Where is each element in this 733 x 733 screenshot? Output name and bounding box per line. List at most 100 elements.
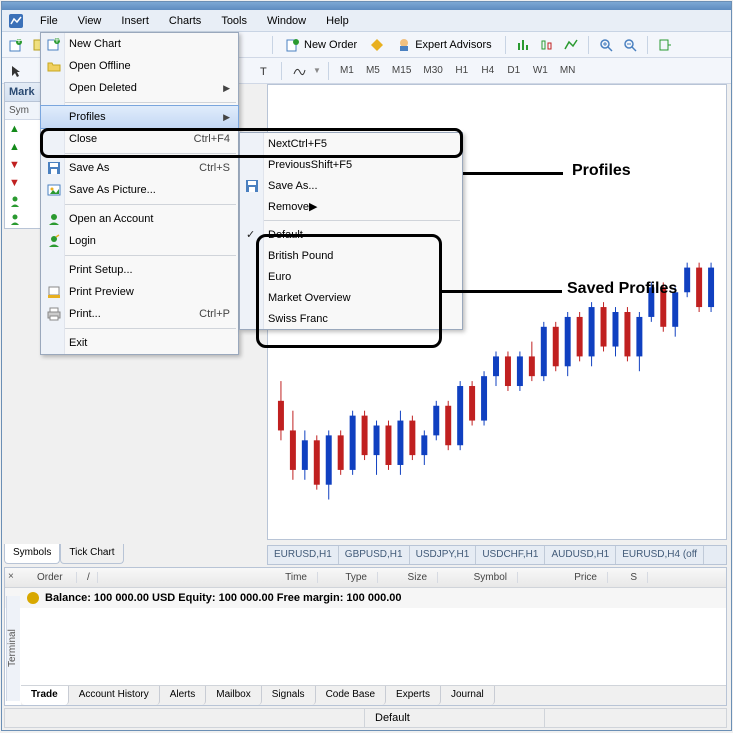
profiles-item-save-as-[interactable]: Save As... (240, 175, 462, 196)
tf-w1[interactable]: W1 (529, 63, 552, 78)
menu-item-label: New Chart (69, 38, 230, 50)
term-tab-signals[interactable]: Signals (262, 686, 316, 705)
term-tab-history[interactable]: Account History (69, 686, 160, 705)
chart-tab-2[interactable]: USDJPY,H1 (410, 546, 477, 564)
balance-icon (27, 592, 39, 604)
person-icon (9, 195, 21, 207)
menu-item-label: Open an Account (69, 213, 230, 225)
file-menu-item-profiles[interactable]: Profiles▶ (40, 105, 239, 129)
menu-item-label: Next (268, 138, 291, 150)
th-symbol[interactable]: Symbol (438, 572, 518, 583)
menu-item-label: Open Offline (69, 60, 230, 72)
chart-tab-1[interactable]: GBPUSD,H1 (339, 546, 410, 564)
new-order-button[interactable]: New Order (280, 35, 363, 55)
term-tab-codebase[interactable]: Code Base (316, 686, 386, 705)
term-tab-journal[interactable]: Journal (441, 686, 495, 705)
app-window: File View Insert Charts Tools Window Hel… (1, 1, 732, 731)
menu-item-accel: Ctrl+F4 (194, 133, 230, 145)
indicator-icon[interactable] (289, 61, 309, 81)
tb-scroll-icon[interactable] (655, 35, 675, 55)
profiles-item-remove[interactable]: Remove▶ (240, 196, 462, 217)
tb-chart1-icon[interactable] (513, 35, 533, 55)
file-menu-item-save-as[interactable]: Save AsCtrl+S (41, 157, 238, 179)
expert-advisors-button[interactable]: Expert Advisors (391, 35, 497, 55)
save-icon (46, 160, 62, 176)
menu-item-label: Previous (268, 159, 311, 171)
zoom-out-icon[interactable] (620, 35, 640, 55)
tf-m30[interactable]: M30 (419, 63, 446, 78)
tb-chart3-icon[interactable] (561, 35, 581, 55)
chart-tab-5[interactable]: EURUSD,H4 (off (616, 546, 704, 564)
cursor-icon[interactable] (6, 61, 26, 81)
term-tab-trade[interactable]: Trade (21, 686, 69, 705)
th-s[interactable]: S (608, 572, 648, 583)
file-menu-item-print-preview[interactable]: Print Preview (41, 281, 238, 303)
profiles-item-market-overview[interactable]: Market Overview (240, 287, 462, 308)
tb-meta-icon[interactable] (367, 35, 387, 55)
file-menu-item-print-setup-[interactable]: Print Setup... (41, 259, 238, 281)
menu-view[interactable]: View (68, 12, 112, 30)
tf-m15[interactable]: M15 (388, 63, 415, 78)
menu-item-label: Exit (69, 337, 230, 349)
tb-chart2-icon[interactable] (537, 35, 557, 55)
th-price[interactable]: Price (518, 572, 608, 583)
file-menu-item-login[interactable]: Login (41, 230, 238, 252)
th-type[interactable]: Type (318, 572, 378, 583)
menu-item-label: Market Overview (268, 292, 351, 304)
term-tab-mailbox[interactable]: Mailbox (206, 686, 261, 705)
print-icon (46, 306, 62, 322)
new-order-label: New Order (304, 39, 357, 51)
chart-tab-0[interactable]: EURUSD,H1 (268, 546, 339, 564)
app-icon (6, 12, 26, 30)
tab-tick-chart[interactable]: Tick Chart (60, 544, 123, 564)
tf-mn[interactable]: MN (556, 63, 580, 78)
profiles-item-next[interactable]: NextCtrl+F5 (240, 133, 462, 154)
th-time[interactable]: Time (98, 572, 318, 583)
menu-insert[interactable]: Insert (111, 12, 159, 30)
tf-h1[interactable]: H1 (451, 63, 473, 78)
tf-m5[interactable]: M5 (362, 63, 384, 78)
file-menu-item-new-chart[interactable]: + New Chart (41, 33, 238, 55)
tf-d1[interactable]: D1 (503, 63, 525, 78)
chart-tab-3[interactable]: USDCHF,H1 (476, 546, 545, 564)
zoom-in-icon[interactable] (596, 35, 616, 55)
tab-symbols[interactable]: Symbols (4, 544, 60, 564)
menu-help[interactable]: Help (316, 12, 359, 30)
svg-text:+: + (54, 37, 60, 47)
menu-file[interactable]: File (30, 12, 68, 30)
terminal-close-icon[interactable]: × (8, 571, 14, 582)
menu-item-label: Profiles (69, 111, 223, 123)
tf-h4[interactable]: H4 (477, 63, 499, 78)
th-size[interactable]: Size (378, 572, 438, 583)
profiles-item-british-pound[interactable]: British Pound (240, 245, 462, 266)
menu-item-label: Euro (268, 271, 291, 283)
profiles-item-swiss-franc[interactable]: Swiss Franc (240, 308, 462, 329)
menu-tools[interactable]: Tools (211, 12, 257, 30)
file-menu-item-save-as-picture-[interactable]: Save As Picture... (41, 179, 238, 201)
file-menu-item-close[interactable]: CloseCtrl+F4 (41, 128, 238, 150)
account-icon (46, 211, 62, 227)
preview-icon (46, 284, 62, 300)
menu-item-label: Print... (69, 308, 199, 320)
th-order[interactable]: Order (27, 572, 77, 583)
profiles-item-euro[interactable]: Euro (240, 266, 462, 287)
new-chart-icon: + (46, 36, 62, 52)
tf-m1[interactable]: M1 (336, 63, 358, 78)
term-tab-experts[interactable]: Experts (386, 686, 441, 705)
tb-new-chart-icon[interactable]: + (6, 35, 26, 55)
file-menu-item-exit[interactable]: Exit (41, 332, 238, 354)
file-menu-item-print-[interactable]: Print...Ctrl+P (41, 303, 238, 325)
profiles-item-default[interactable]: ✓Default (240, 224, 462, 245)
file-menu-item-open-an-account[interactable]: Open an Account (41, 208, 238, 230)
chart-tab-4[interactable]: AUDUSD,H1 (545, 546, 616, 564)
menu-window[interactable]: Window (257, 12, 316, 30)
balance-row: Balance: 100 000.00 USD Equity: 100 000.… (5, 588, 726, 608)
file-menu-item-open-deleted[interactable]: Open Deleted▶ (41, 77, 238, 99)
term-tab-alerts[interactable]: Alerts (160, 686, 207, 705)
status-bar: Default (4, 708, 727, 728)
profiles-item-previous[interactable]: PreviousShift+F5 (240, 154, 462, 175)
submenu-arrow-icon: ▶ (223, 83, 230, 94)
text-tool-icon[interactable]: T (254, 61, 274, 81)
file-menu-item-open-offline[interactable]: Open Offline (41, 55, 238, 77)
menu-charts[interactable]: Charts (159, 12, 211, 30)
